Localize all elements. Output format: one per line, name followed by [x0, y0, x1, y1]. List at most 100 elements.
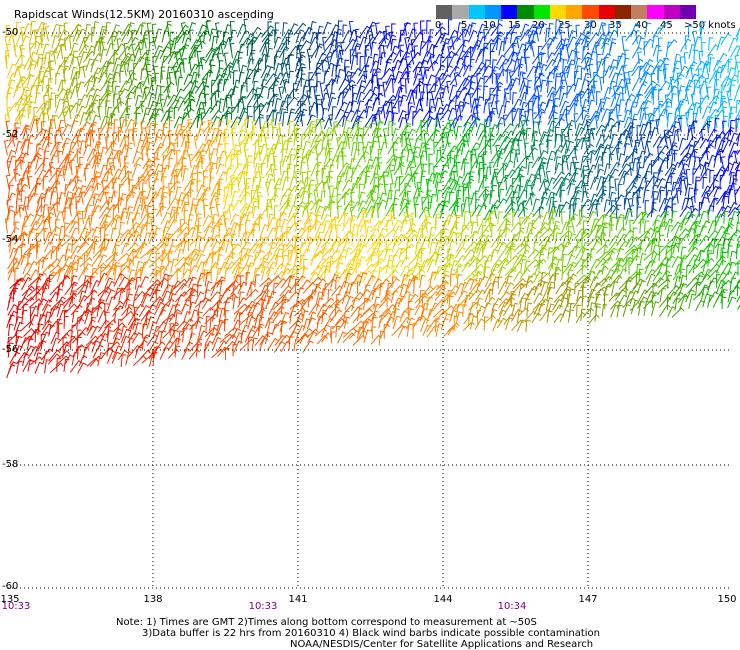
- wind-barb: [484, 254, 494, 267]
- wind-barb: [691, 238, 700, 252]
- wind-barb: [14, 93, 27, 108]
- wind-barb: [224, 106, 233, 119]
- wind-barb: [435, 246, 444, 262]
- wind-barb: [692, 168, 698, 184]
- wind-barb: [468, 161, 480, 175]
- wind-barb: [20, 321, 34, 332]
- wind-barb: [575, 24, 581, 37]
- wind-barb: [160, 265, 165, 280]
- wind-barb: [596, 265, 609, 275]
- wind-barb: [132, 268, 143, 283]
- wind-barb: [504, 237, 518, 248]
- wind-barb: [674, 263, 683, 276]
- wind-barb: [33, 147, 44, 162]
- wind-barb: [63, 354, 74, 366]
- wind-barb: [391, 276, 397, 289]
- wind-barb: [473, 112, 479, 128]
- wind-barb: [160, 70, 166, 84]
- wind-barb: [519, 84, 528, 99]
- wind-barb: [300, 114, 306, 127]
- wind-barb: [96, 301, 104, 317]
- wind-barb: [590, 150, 597, 164]
- wind-barb: [727, 206, 739, 218]
- wind-barb: [49, 233, 59, 246]
- wind-barb: [588, 235, 601, 246]
- wind-barb: [75, 28, 87, 42]
- wind-barb: [714, 117, 720, 133]
- wind-barb: [177, 100, 187, 112]
- wind-barb: [4, 55, 10, 70]
- wind-barb: [76, 105, 86, 119]
- wind-speed-colorbar: [436, 5, 696, 19]
- wind-barb: [111, 168, 122, 183]
- colorbar-swatch: [533, 5, 550, 19]
- wind-barb: [604, 268, 615, 281]
- wind-barb: [363, 318, 373, 332]
- wind-barb: [537, 45, 543, 58]
- wind-barb: [111, 35, 116, 50]
- wind-barb: [623, 143, 631, 156]
- wind-barb: [97, 254, 108, 268]
- wind-barb: [321, 59, 326, 73]
- wind-barb: [672, 242, 680, 255]
- wind-barb: [253, 106, 259, 122]
- wind-barb: [412, 80, 424, 92]
- wind-barb: [194, 74, 201, 87]
- wind-barb: [254, 113, 264, 126]
- wind-barb: [456, 274, 463, 288]
- wind-barb: [42, 175, 48, 190]
- wind-barb: [230, 29, 237, 42]
- wind-barb: [253, 67, 262, 80]
- wind-barb: [57, 309, 67, 324]
- wind-barb: [426, 91, 432, 107]
- wind-barb: [580, 67, 586, 80]
- wind-barb: [96, 176, 101, 191]
- wind-barb: [474, 77, 485, 92]
- wind-barb: [695, 74, 705, 86]
- wind-barb: [525, 155, 531, 169]
- wind-barb: [497, 309, 507, 323]
- wind-barb: [418, 259, 429, 274]
- wind-barb: [155, 252, 161, 267]
- wind-barb: [239, 275, 245, 288]
- wind-barb: [432, 203, 443, 218]
- wind-barb: [154, 49, 165, 63]
- wind-barb: [418, 142, 427, 157]
- wind-barb: [376, 71, 381, 87]
- wind-barb: [624, 98, 632, 113]
- wind-barb: [567, 29, 576, 43]
- wind-barb: [258, 145, 263, 162]
- wind-barb: [482, 240, 492, 252]
- wind-barb: [426, 318, 439, 332]
- wind-barb: [513, 271, 523, 282]
- wind-barb: [380, 67, 393, 81]
- wind-barb: [168, 284, 177, 301]
- wind-barb: [279, 72, 290, 86]
- wind-barb: [685, 79, 694, 91]
- wind-barb: [218, 132, 226, 147]
- wind-barb: [57, 106, 70, 119]
- wind-barb: [175, 207, 182, 219]
- wind-barb: [363, 70, 368, 84]
- wind-barb: [330, 273, 339, 288]
- wind-barb: [512, 92, 518, 105]
- wind-barb: [279, 194, 288, 207]
- wind-barb: [733, 280, 740, 289]
- wind-barb: [99, 41, 106, 57]
- wind-barb: [517, 206, 528, 218]
- wind-barb: [89, 105, 94, 121]
- wind-barb: [56, 254, 67, 267]
- wind-barb: [476, 104, 481, 121]
- wind-barb: [390, 209, 395, 226]
- wind-barb: [65, 178, 75, 192]
- wind-barb: [636, 190, 641, 205]
- wind-barb: [490, 269, 496, 282]
- wind-barb: [125, 194, 132, 210]
- wind-barb: [132, 303, 145, 317]
- wind-barb: [82, 36, 88, 51]
- wind-barb: [112, 345, 123, 360]
- wind-barb: [386, 34, 397, 49]
- wind-barb: [28, 314, 39, 329]
- wind-barb: [441, 262, 453, 275]
- wind-barb: [570, 218, 576, 233]
